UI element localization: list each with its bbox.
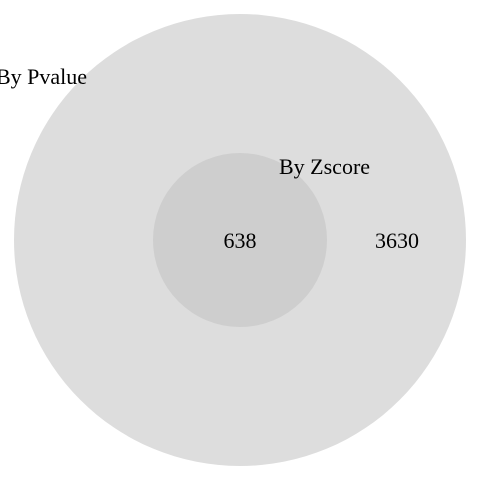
set-label-pvalue: By Pvalue [0,64,87,89]
count-intersection: 638 [224,228,257,253]
set-label-zscore: By Zscore [279,154,370,179]
set-circle-zscore [153,153,327,327]
count-pvalue-only: 3630 [375,228,419,253]
